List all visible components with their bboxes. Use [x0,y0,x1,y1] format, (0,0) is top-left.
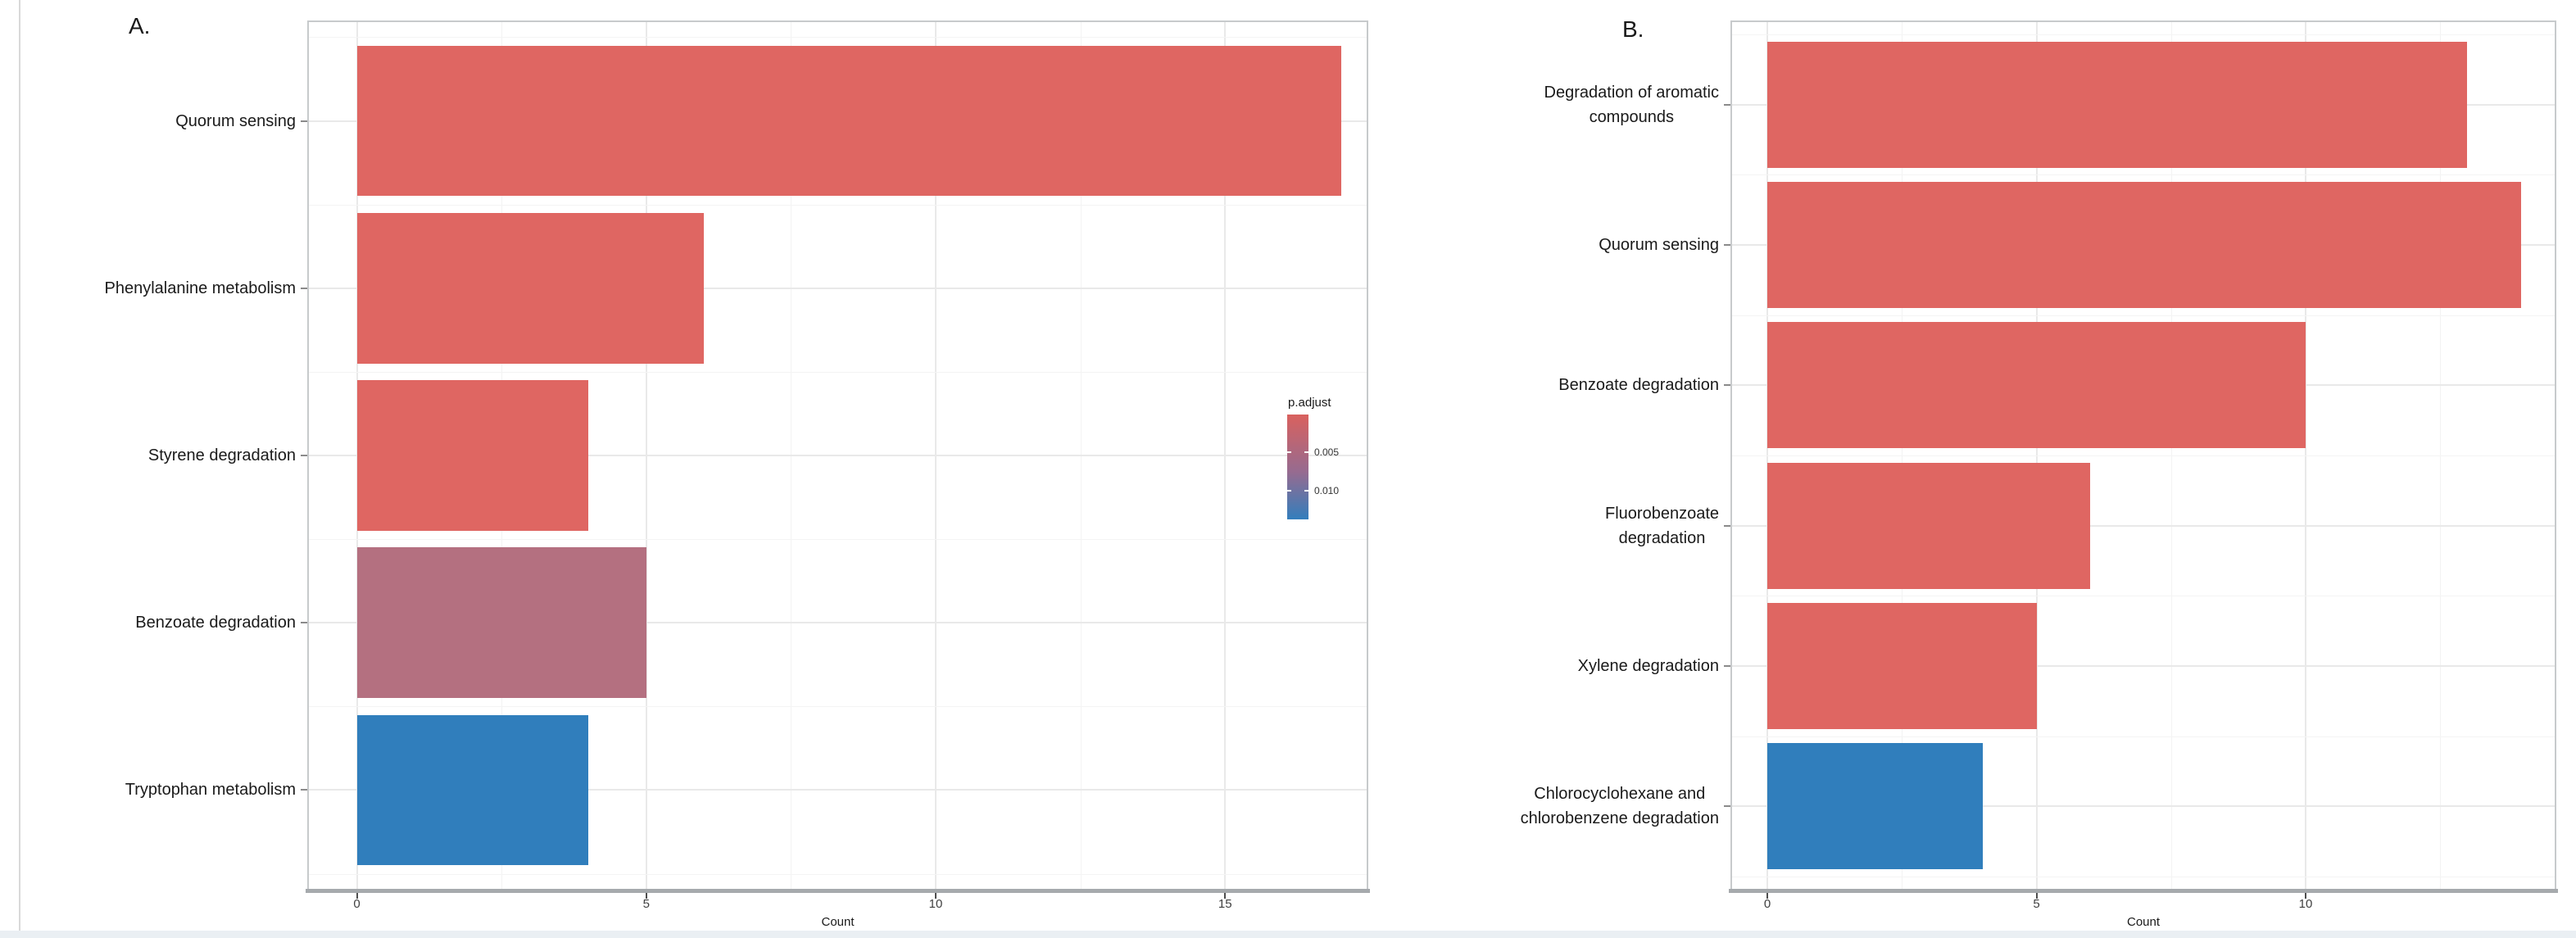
y-axis-tick [301,120,307,122]
category-label: Benzoate degradation [135,614,296,632]
gridline-horizontal-major [309,287,1367,289]
x-axis-tick [356,893,358,899]
x-axis-tick [935,893,937,899]
x-axis-tick [2305,893,2306,899]
x-axis-tick [1766,893,1768,899]
gridline-horizontal-major [1732,664,2555,667]
category-label: Fluorobenzoate degradation [1605,504,1719,547]
legend-tick-mark [1287,451,1291,454]
category-label: Phenylalanine metabolism [104,279,296,297]
y-axis-tick [1724,244,1730,247]
x-tick-label: 10 [2298,897,2313,911]
category-label: Quorum sensing [175,111,296,130]
legend-tick-label: 0.005 [1314,446,1340,459]
legend-title: p.adjust [1288,396,1331,410]
gridline-horizontal-major [309,455,1367,456]
gridline-horizontal-minor [1732,34,2555,36]
y-axis-tick [1724,524,1730,527]
bar [1767,743,1983,870]
bar [356,547,646,699]
y-axis-tick [1724,384,1730,387]
legend-tick-mark [1287,490,1291,492]
p-adjust-legend: p.adjust 0.005 0.010 [1287,396,1353,527]
panel-a-label: A. [129,13,151,39]
legend-tick-mark [1304,490,1308,492]
y-axis-tick [301,789,307,791]
panel-b-label: B. [1622,16,1644,42]
bar [1767,602,2037,729]
x-axis-title: Count [821,915,855,929]
x-axis-title: Count [2126,915,2161,929]
bar [1767,322,2306,449]
x-axis-line [306,889,1370,893]
gridline-horizontal-minor [309,706,1367,708]
bar [356,714,589,866]
gridline-horizontal-minor [1732,736,2555,737]
x-tick-label: 15 [1218,897,1232,911]
y-axis-tick [1724,103,1730,106]
gridline-horizontal-minor [309,539,1367,541]
legend-tick-mark [1304,451,1308,454]
gridline-horizontal-minor [1732,455,2555,456]
gridline-horizontal-minor [309,37,1367,39]
y-axis-tick [301,622,307,624]
x-tick-label: 0 [1763,897,1771,911]
legend-gradient-bar [1287,415,1308,519]
bottom-band [0,931,2576,938]
bar [356,212,705,364]
bar [1767,181,2521,309]
gridline-horizontal-major [1732,524,2555,527]
x-tick-label: 5 [2033,897,2040,911]
category-label: Benzoate degradation [1558,376,1719,395]
gridline-horizontal-major [309,789,1367,791]
x-axis-line [1729,889,2558,893]
bar [356,45,1341,197]
gridline-horizontal-minor [309,371,1367,373]
legend-tick-label: 0.010 [1314,485,1340,497]
bar [1767,462,2091,589]
y-axis-tick [1724,664,1730,667]
gridline-horizontal-minor [1732,174,2555,176]
x-tick-label: 10 [928,897,943,911]
category-label: Degradation of aromatic compounds [1544,83,1719,126]
gridline-horizontal-major [309,622,1367,624]
x-axis-tick [2035,893,2038,899]
page-edge-line [19,0,20,938]
y-axis-tick [301,455,307,456]
bar [1767,41,2468,168]
category-label: Tryptophan metabolism [125,781,296,800]
gridline-horizontal-major [1732,805,2555,808]
x-axis-tick [1224,893,1227,899]
y-axis-tick [301,287,307,289]
gridline-horizontal-minor [1732,315,2555,316]
x-axis-tick [645,893,647,899]
category-label: Quorum sensing [1599,236,1719,255]
gridline-horizontal-minor [309,873,1367,875]
x-tick-label: 5 [642,897,650,911]
category-label: Xylene degradation [1577,656,1719,675]
x-tick-label: 0 [353,897,361,911]
bar [356,380,589,531]
gridline-horizontal-minor [309,204,1367,206]
category-label: Chlorocyclohexane and chlorobenzene degr… [1520,785,1719,828]
category-label: Styrene degradation [147,446,296,464]
y-axis-tick [1724,805,1730,808]
